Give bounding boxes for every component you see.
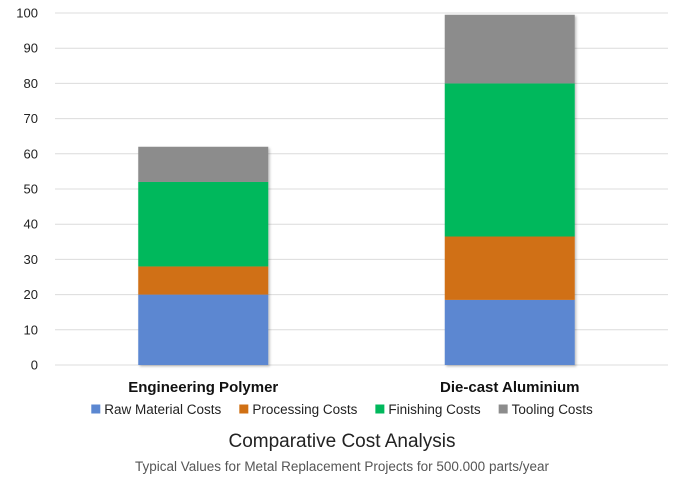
y-tick-label: 100 xyxy=(16,6,38,21)
chart-subtitle: Typical Values for Metal Replacement Pro… xyxy=(135,459,549,474)
bar-segment xyxy=(444,236,575,300)
legend-item: Raw Material Costs xyxy=(91,402,222,417)
legend-label: Finishing Costs xyxy=(388,402,481,417)
bars xyxy=(138,14,575,365)
y-tick-label: 80 xyxy=(24,76,38,91)
y-tick-label: 40 xyxy=(24,217,38,232)
legend-item: Processing Costs xyxy=(239,402,358,417)
legend-swatch xyxy=(498,404,508,414)
bar-segment xyxy=(444,14,575,84)
bar-segment xyxy=(138,266,269,295)
y-tick-label: 30 xyxy=(24,252,38,267)
bar-segment xyxy=(138,181,269,267)
chart-title: Comparative Cost Analysis xyxy=(228,431,455,452)
legend-swatch xyxy=(239,404,249,414)
x-axis-categories: Engineering Polymer Die-cast Aluminium xyxy=(128,379,579,396)
bar-segment xyxy=(444,299,575,365)
bar-stack xyxy=(444,14,575,365)
legend-swatch xyxy=(375,404,385,414)
y-axis-ticks: 0 10 20 30 40 50 60 70 80 90 100 xyxy=(16,6,38,373)
category-label: Engineering Polymer xyxy=(128,379,278,396)
bar-stack xyxy=(138,146,269,365)
y-tick-label: 10 xyxy=(24,322,38,337)
legend-label: Raw Material Costs xyxy=(104,402,221,417)
bar-segment xyxy=(444,83,575,237)
y-tick-label: 60 xyxy=(24,146,38,161)
y-tick-label: 20 xyxy=(24,287,38,302)
legend-swatch xyxy=(91,404,101,414)
legend-label: Tooling Costs xyxy=(512,402,593,417)
legend-label: Processing Costs xyxy=(252,402,357,417)
y-tick-label: 70 xyxy=(24,111,38,126)
legend-item: Finishing Costs xyxy=(375,402,481,417)
y-tick-label: 50 xyxy=(24,182,38,197)
y-tick-label: 90 xyxy=(24,41,38,56)
bar-segment xyxy=(138,146,269,182)
legend-item: Tooling Costs xyxy=(498,402,593,417)
category-label: Die-cast Aluminium xyxy=(440,379,579,396)
y-tick-label: 0 xyxy=(31,358,38,373)
bar-segment xyxy=(138,294,269,365)
legend: Raw Material Costs Processing Costs Finish… xyxy=(91,402,593,417)
